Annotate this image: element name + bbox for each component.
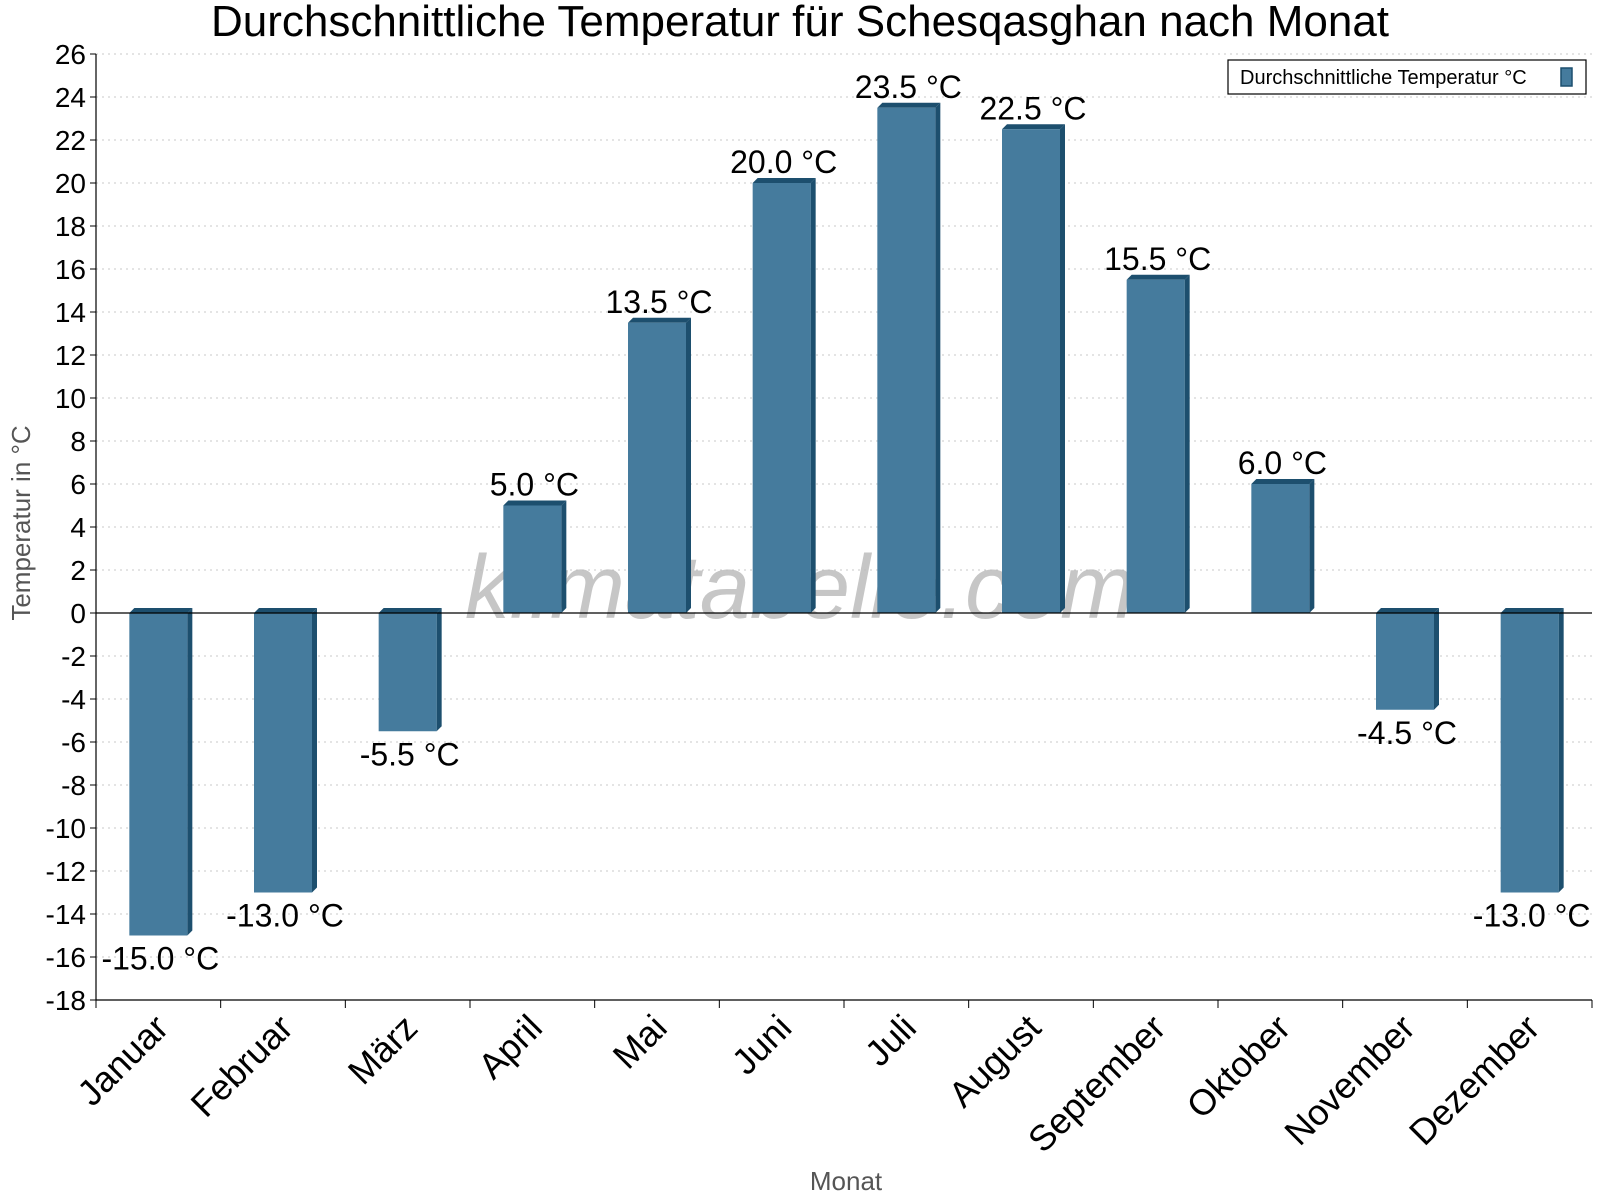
y-tick-label: 10: [55, 383, 86, 414]
y-tick-label: 2: [70, 555, 86, 586]
bar-top: [1126, 274, 1190, 280]
bars-layer: [129, 102, 1564, 936]
bar-side: [935, 102, 941, 613]
y-tick-label: 24: [55, 82, 86, 113]
y-tick-label: 14: [55, 297, 86, 328]
bar-side: [1184, 274, 1190, 613]
grid-layer: [96, 53, 1592, 1001]
y-tick-label: -6: [61, 727, 86, 758]
bar-top: [877, 102, 941, 108]
bar-top: [503, 500, 567, 506]
x-tick-label: Dezember: [1401, 1007, 1547, 1153]
bar-side: [187, 608, 193, 936]
x-tick-label: September: [1020, 1007, 1174, 1161]
y-tick-label: -4: [61, 684, 86, 715]
y-tick-label: -18: [46, 985, 86, 1016]
x-tick-label: Mai: [605, 1007, 675, 1077]
bar-top: [752, 178, 816, 183]
bar-top: [1002, 124, 1065, 130]
data-label: -5.5 °C: [360, 736, 460, 772]
legend-swatch: [1560, 67, 1573, 87]
y-tick-label: 6: [70, 469, 86, 500]
y-tick-label: 12: [55, 340, 86, 371]
y-tick-label: -16: [46, 942, 86, 973]
chart-title: Durchschnittliche Temperatur für Schesqa…: [211, 0, 1389, 46]
bar-top: [1500, 608, 1564, 613]
y-tick-label: -2: [61, 641, 86, 672]
bar: [1126, 279, 1185, 613]
bar-side: [686, 317, 691, 613]
x-tick-label: Oktober: [1178, 1007, 1298, 1127]
data-label: 6.0 °C: [1238, 445, 1327, 481]
legend-label: Durchschnittliche Temperatur °C: [1240, 67, 1527, 89]
bar: [628, 322, 686, 613]
y-tick-label: -12: [46, 856, 86, 887]
y-axis-title: Temperatur in °C: [6, 425, 36, 620]
data-label: 13.5 °C: [605, 284, 712, 320]
bar: [1251, 484, 1310, 613]
bar: [877, 107, 936, 613]
data-label: -13.0 °C: [226, 898, 344, 934]
y-tick-label: -10: [46, 813, 86, 844]
y-tick-label: 8: [70, 426, 86, 457]
bar: [129, 613, 188, 936]
bar: [1500, 613, 1559, 893]
y-tick-label: 18: [55, 211, 86, 242]
bar-side: [312, 608, 317, 893]
bar: [378, 613, 437, 732]
bar: [1376, 613, 1434, 710]
data-label: -13.0 °C: [1473, 898, 1591, 934]
x-tick-label: April: [470, 1007, 550, 1087]
x-tick-label: November: [1276, 1007, 1422, 1153]
data-label: -4.5 °C: [1357, 715, 1457, 751]
bar-side: [810, 178, 816, 613]
y-tick-label: 26: [55, 39, 86, 70]
x-tick-label: März: [340, 1007, 426, 1093]
x-tick-label: Juli: [857, 1007, 924, 1074]
bar-top: [254, 608, 317, 613]
bar: [503, 505, 562, 613]
data-label: 22.5 °C: [979, 90, 1086, 126]
legend-box: [1227, 59, 1587, 95]
bar-side: [561, 500, 567, 613]
y-tick-label: -8: [61, 770, 86, 801]
axis-layer: -18-16-14-12-10-8-6-4-202468101214161820…: [46, 39, 1593, 1016]
bar-side: [1309, 479, 1315, 613]
data-label: 20.0 °C: [730, 144, 837, 180]
bar-top: [129, 608, 193, 613]
bar-top: [1251, 479, 1315, 484]
y-tick-label: 4: [70, 512, 86, 543]
bar-side: [436, 608, 442, 732]
y-tick-label: 22: [55, 125, 86, 156]
data-label: -15.0 °C: [101, 941, 219, 977]
y-tick-label: -14: [46, 899, 86, 930]
bar: [254, 613, 312, 893]
bar-side: [1558, 608, 1564, 893]
y-tick-label: 16: [55, 254, 86, 285]
x-axis-title: Monat: [810, 1166, 883, 1196]
data-label: 5.0 °C: [490, 467, 579, 503]
legend: Durchschnittliche Temperatur °C: [1227, 59, 1587, 95]
x-tick-label: August: [940, 1007, 1048, 1115]
bar: [752, 183, 811, 613]
x-tick-label: Januar: [69, 1007, 176, 1114]
x-tick-label: Februar: [183, 1007, 301, 1125]
data-label: 15.5 °C: [1104, 241, 1211, 277]
bar-side: [1434, 608, 1439, 710]
data-label: 23.5 °C: [855, 69, 962, 105]
bar: [1002, 129, 1060, 613]
y-tick-label: 0: [70, 598, 86, 629]
bar-top: [378, 608, 442, 613]
bar-top: [1376, 608, 1439, 613]
bar-side: [1060, 124, 1065, 613]
y-tick-label: 20: [55, 168, 86, 199]
x-tick-label: Juni: [724, 1007, 800, 1083]
bar-top: [628, 317, 691, 323]
